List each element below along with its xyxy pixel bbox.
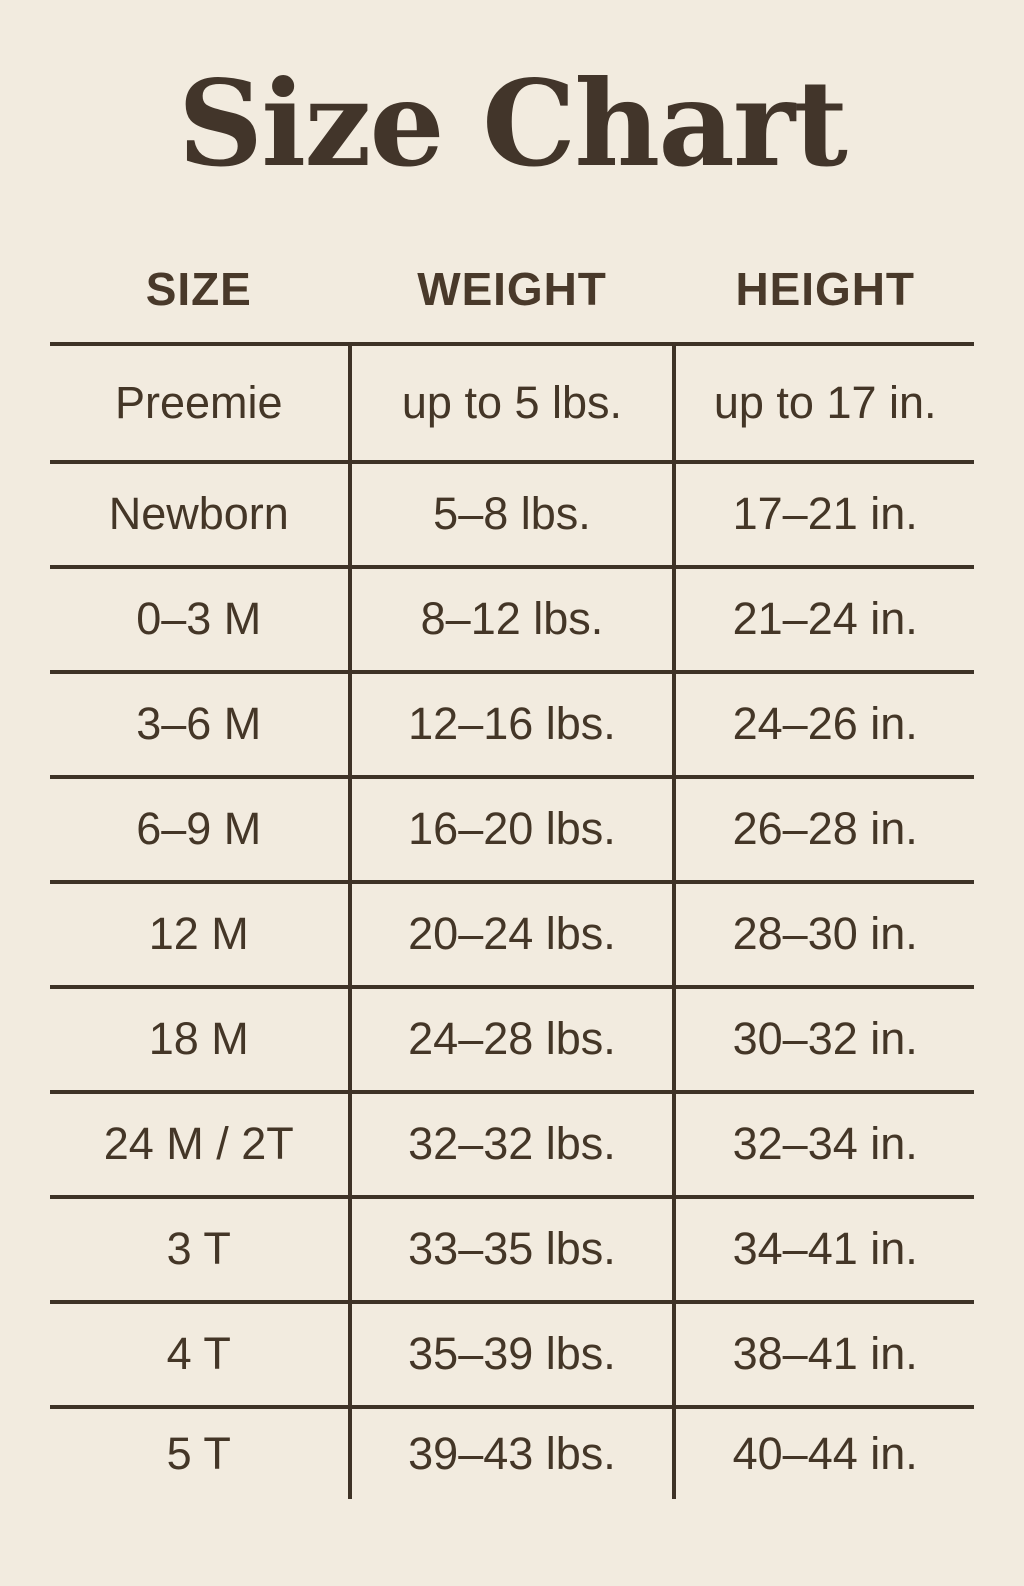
- height-cell: 34–41 in.: [732, 1223, 918, 1274]
- table-body: Preemie up to 5 lbs. up to 17 in. Newborn 5–…: [50, 341, 974, 1499]
- weight-cell: 33–35 lbs.: [347, 1198, 677, 1300]
- table-row: 24 M / 2T 32–32 lbs. 32–34 in.: [50, 1089, 974, 1195]
- size-cell: 3 T: [166, 1223, 231, 1274]
- weight-cell: 24–28 lbs.: [347, 988, 677, 1090]
- height-cell: 21–24 in.: [732, 593, 918, 644]
- column-header-size: SIZE: [145, 262, 252, 315]
- size-cell: 0–3 M: [136, 593, 262, 644]
- table-row: 18 M 24–28 lbs. 30–32 in.: [50, 984, 974, 1090]
- height-cell: 26–28 in.: [732, 803, 918, 854]
- weight-cell: up to 5 lbs.: [347, 345, 677, 460]
- weight-cell: 20–24 lbs.: [347, 883, 677, 985]
- weight-cell: 12–16 lbs.: [347, 673, 677, 775]
- height-cell: up to 17 in.: [713, 376, 937, 428]
- table-row: Preemie up to 5 lbs. up to 17 in.: [50, 341, 974, 460]
- size-chart-page: Size Chart SIZE WEIGHT HEIGHT Preemie up …: [0, 50, 1024, 1586]
- height-cell: 38–41 in.: [732, 1328, 918, 1379]
- weight-cell: 8–12 lbs.: [347, 568, 677, 670]
- column-header-weight: WEIGHT: [417, 262, 607, 315]
- height-cell: 40–44 in.: [732, 1427, 918, 1479]
- height-cell: 32–34 in.: [732, 1118, 918, 1169]
- table-row: 3 T 33–35 lbs. 34–41 in.: [50, 1194, 974, 1300]
- height-cell: 24–26 in.: [732, 698, 918, 749]
- table-row: Newborn 5–8 lbs. 17–21 in.: [50, 459, 974, 565]
- weight-cell: 32–32 lbs.: [347, 1093, 677, 1195]
- weight-cell: 16–20 lbs.: [347, 778, 677, 880]
- weight-cell: 39–43 lbs.: [347, 1408, 677, 1499]
- size-cell: Newborn: [108, 488, 289, 539]
- size-cell: 3–6 M: [136, 698, 262, 749]
- height-cell: 28–30 in.: [732, 908, 918, 959]
- size-chart-table: SIZE WEIGHT HEIGHT Preemie up to 5 lbs. up…: [50, 248, 974, 1499]
- size-cell: Preemie: [114, 376, 283, 428]
- table-row: 5 T 39–43 lbs. 40–44 in.: [50, 1404, 974, 1499]
- table-row: 4 T 35–39 lbs. 38–41 in.: [50, 1299, 974, 1405]
- size-cell: 18 M: [148, 1013, 249, 1064]
- height-cell: 30–32 in.: [732, 1013, 918, 1064]
- table-header-row: SIZE WEIGHT HEIGHT: [50, 248, 974, 342]
- table-row: 0–3 M 8–12 lbs. 21–24 in.: [50, 564, 974, 670]
- size-cell: 5 T: [166, 1427, 231, 1479]
- size-cell: 6–9 M: [136, 803, 262, 854]
- column-header-height: HEIGHT: [735, 262, 915, 315]
- table-row: 6–9 M 16–20 lbs. 26–28 in.: [50, 774, 974, 880]
- height-cell: 17–21 in.: [732, 488, 918, 539]
- weight-cell: 35–39 lbs.: [347, 1303, 677, 1405]
- table-row: 3–6 M 12–16 lbs. 24–26 in.: [50, 669, 974, 775]
- size-cell: 12 M: [148, 908, 249, 959]
- table-row: 12 M 20–24 lbs. 28–30 in.: [50, 879, 974, 985]
- size-cell: 4 T: [166, 1328, 231, 1379]
- page-title: Size Chart: [177, 54, 848, 193]
- size-cell: 24 M / 2T: [103, 1118, 294, 1169]
- weight-cell: 5–8 lbs.: [347, 463, 677, 565]
